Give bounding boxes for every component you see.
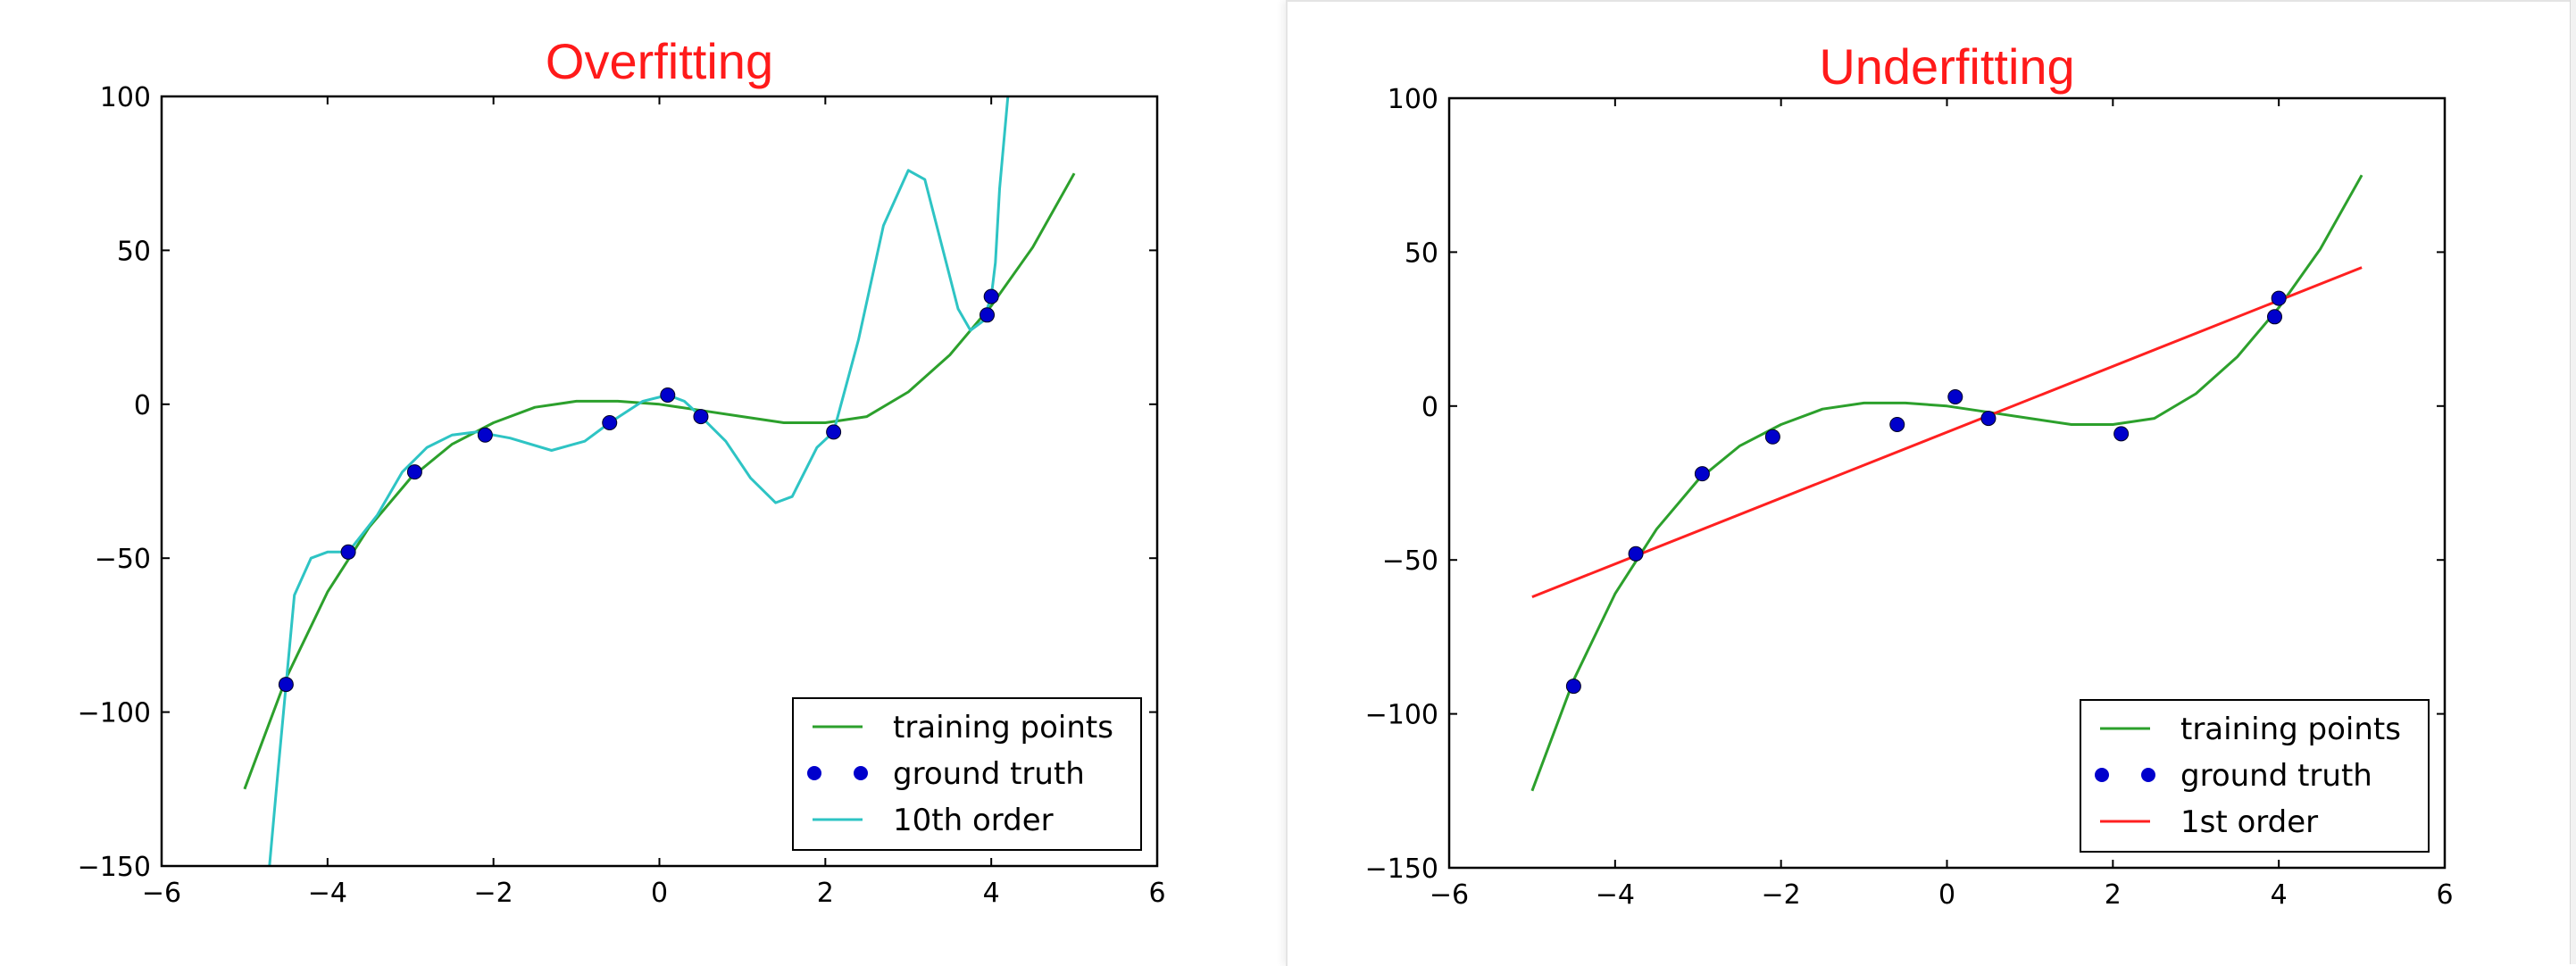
legend-swatch-ground-truth — [854, 766, 868, 780]
x-tick-label: 4 — [2271, 879, 2288, 911]
window-edge-strip — [2570, 0, 2576, 964]
legend-box — [2080, 699, 2430, 853]
legend-label-ground-truth: ground truth — [2180, 758, 2372, 794]
data-point-ground-truth — [406, 464, 422, 480]
y-tick-label: 0 — [1421, 392, 1438, 423]
x-tick-label: 0 — [651, 878, 668, 909]
x-tick-label: 6 — [1148, 878, 1165, 909]
y-tick-label: −150 — [1365, 854, 1438, 885]
legend: training points ground truth 10th order — [792, 697, 1142, 851]
x-tick-label: −4 — [308, 878, 347, 909]
data-point-ground-truth — [477, 427, 493, 443]
x-tick-label: −2 — [1762, 879, 1801, 911]
x-tick-label: −6 — [142, 878, 181, 909]
underfitting-chart: Underfitting −6 −4 −2 0 2 4 6 100 50 0 −50 −100 −150 t… — [1365, 37, 2454, 912]
data-point-ground-truth — [2267, 309, 2283, 325]
x-tick-label: −4 — [1596, 879, 1635, 911]
legend-label-10th-order: 10th order — [893, 803, 1054, 838]
y-tick-label: −50 — [1382, 545, 1438, 577]
y-tick-label: 50 — [1405, 237, 1438, 269]
data-point-ground-truth — [826, 424, 842, 440]
plot-area — [243, 96, 1076, 866]
legend-label-1st-order: 1st order — [2180, 804, 2318, 840]
x-tick-label: 0 — [1938, 879, 1955, 911]
y-tick-label: −150 — [78, 852, 151, 883]
series-line-training-points — [243, 172, 1076, 790]
series-line-training-points — [1530, 174, 2363, 792]
legend: training points ground truth 1st order — [2080, 699, 2430, 853]
data-point-ground-truth — [660, 387, 676, 403]
x-tick-label: −2 — [474, 878, 513, 909]
legend-swatch-ground-truth — [2141, 768, 2155, 782]
data-point-ground-truth — [1694, 466, 1710, 482]
y-tick-label: −100 — [1365, 700, 1438, 731]
legend-label-ground-truth: ground truth — [893, 756, 1085, 792]
series-line-1st-order — [1531, 266, 2363, 598]
y-tick-label: 100 — [100, 82, 151, 113]
x-tick-label: 2 — [2105, 879, 2122, 911]
x-tick-label: 2 — [817, 878, 834, 909]
y-tick-label: 100 — [1388, 84, 1438, 115]
data-point-ground-truth — [278, 677, 294, 693]
data-point-ground-truth — [2271, 290, 2287, 306]
data-point-ground-truth — [980, 307, 996, 323]
data-point-ground-truth — [340, 544, 356, 560]
legend-swatch-ground-truth — [807, 766, 821, 780]
data-point-ground-truth — [1947, 388, 1963, 404]
data-point-ground-truth — [1980, 411, 1997, 427]
data-point-ground-truth — [1565, 679, 1581, 695]
legend-box — [792, 697, 1142, 851]
data-point-ground-truth — [1764, 429, 1780, 445]
y-tick-label: 0 — [134, 390, 151, 421]
series-line-10th-order — [268, 96, 1010, 866]
y-tick-label: −100 — [78, 698, 151, 729]
data-point-ground-truth — [1628, 545, 1644, 562]
x-tick-label: 6 — [2436, 879, 2453, 911]
overfitting-panel: Overfitting −6 −4 −2 0 2 4 6 100 50 0 −50 −100 −150 tr… — [0, 0, 1286, 964]
x-tick-label: 4 — [983, 878, 1000, 909]
overfitting-chart: Overfitting −6 −4 −2 0 2 4 6 100 50 0 −50 −100 −150 tr… — [78, 32, 1166, 910]
legend-label-training-points: training points — [893, 710, 1113, 745]
data-point-ground-truth — [693, 409, 709, 425]
y-tick-label: −50 — [95, 544, 151, 575]
data-point-ground-truth — [1889, 416, 1905, 432]
underfitting-panel: Underfitting −6 −4 −2 0 2 4 6 100 50 0 −50 −100 −150 t… — [1286, 0, 2576, 966]
data-point-ground-truth — [2113, 426, 2130, 442]
legend-swatch-ground-truth — [2095, 768, 2109, 782]
x-tick-label: −6 — [1430, 879, 1469, 911]
data-point-ground-truth — [602, 414, 618, 430]
chart-title: Underfitting — [1819, 38, 2074, 95]
plot-area — [1530, 174, 2363, 792]
y-tick-label: 50 — [117, 236, 151, 267]
data-point-ground-truth — [983, 288, 999, 304]
chart-title: Overfitting — [546, 33, 773, 89]
legend-label-training-points: training points — [2180, 712, 2401, 747]
